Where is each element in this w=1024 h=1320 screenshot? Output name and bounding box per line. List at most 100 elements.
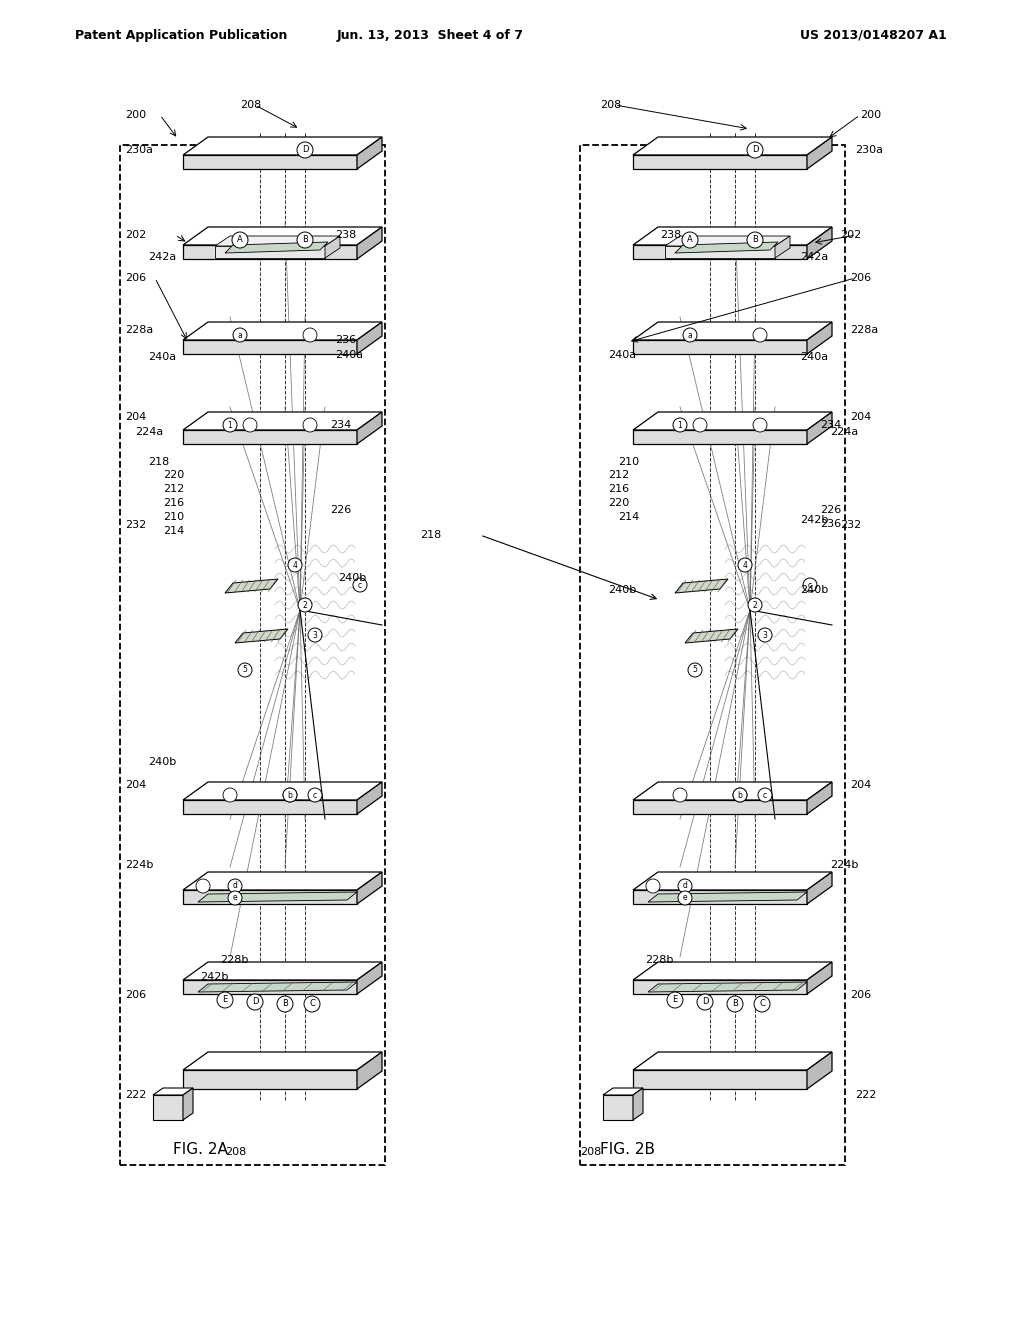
Circle shape <box>283 788 297 803</box>
Text: b: b <box>288 791 293 800</box>
Circle shape <box>247 994 263 1010</box>
Text: 208: 208 <box>240 100 261 110</box>
Text: 5: 5 <box>243 665 248 675</box>
Polygon shape <box>648 982 807 993</box>
Text: 224a: 224a <box>135 426 163 437</box>
Polygon shape <box>198 892 357 902</box>
Polygon shape <box>183 341 357 354</box>
Text: 208: 208 <box>225 1147 246 1158</box>
Circle shape <box>667 993 683 1008</box>
Text: c: c <box>763 791 767 800</box>
Polygon shape <box>675 242 778 253</box>
Polygon shape <box>183 962 382 979</box>
Polygon shape <box>633 412 831 430</box>
Text: 240a: 240a <box>148 352 176 362</box>
Text: D: D <box>752 145 758 154</box>
Polygon shape <box>633 890 807 904</box>
Polygon shape <box>807 873 831 904</box>
Text: e: e <box>232 894 238 903</box>
Text: E: E <box>673 995 678 1005</box>
Text: 2: 2 <box>753 601 758 610</box>
Circle shape <box>304 997 319 1012</box>
Circle shape <box>697 994 713 1010</box>
Text: d: d <box>232 882 238 891</box>
Text: 232: 232 <box>840 520 861 531</box>
Text: B: B <box>302 235 308 244</box>
Text: 206: 206 <box>125 990 146 1001</box>
Circle shape <box>646 879 660 894</box>
Polygon shape <box>357 1052 382 1089</box>
Polygon shape <box>183 322 382 341</box>
Polygon shape <box>183 1088 193 1119</box>
Text: Patent Application Publication: Patent Application Publication <box>75 29 288 41</box>
Text: 228b: 228b <box>220 954 249 965</box>
Text: 220: 220 <box>163 470 184 480</box>
Text: 226: 226 <box>820 506 842 515</box>
Polygon shape <box>807 137 831 169</box>
Text: 206: 206 <box>125 273 146 282</box>
Polygon shape <box>675 579 728 593</box>
Text: 3: 3 <box>312 631 317 639</box>
Polygon shape <box>183 154 357 169</box>
Circle shape <box>228 891 242 906</box>
Circle shape <box>673 788 687 803</box>
Polygon shape <box>215 246 325 257</box>
Circle shape <box>233 327 247 342</box>
Text: A: A <box>238 235 243 244</box>
Text: 204: 204 <box>125 412 146 422</box>
Text: 216: 216 <box>163 498 184 508</box>
Text: 240a: 240a <box>608 350 636 360</box>
Text: US 2013/0148207 A1: US 2013/0148207 A1 <box>800 29 947 41</box>
Text: 214: 214 <box>618 512 639 521</box>
Text: 238: 238 <box>660 230 681 240</box>
Polygon shape <box>633 873 831 890</box>
Circle shape <box>353 578 367 591</box>
Text: 224a: 224a <box>830 426 858 437</box>
Circle shape <box>238 663 252 677</box>
Polygon shape <box>633 781 831 800</box>
Text: 1: 1 <box>678 421 682 429</box>
Circle shape <box>754 997 770 1012</box>
Polygon shape <box>183 412 382 430</box>
Polygon shape <box>633 1088 643 1119</box>
Text: 5: 5 <box>692 665 697 675</box>
Polygon shape <box>633 137 831 154</box>
Text: c: c <box>358 581 362 590</box>
Text: 4: 4 <box>293 561 297 569</box>
Polygon shape <box>807 322 831 354</box>
Text: b: b <box>737 791 742 800</box>
Text: C: C <box>759 999 765 1008</box>
Text: 206: 206 <box>850 990 871 1001</box>
Circle shape <box>228 879 242 894</box>
Text: d: d <box>683 882 687 891</box>
Circle shape <box>748 598 762 612</box>
Polygon shape <box>234 630 288 643</box>
Polygon shape <box>183 227 382 246</box>
Text: 242a: 242a <box>148 252 176 261</box>
Text: 234: 234 <box>820 420 842 430</box>
Polygon shape <box>357 781 382 814</box>
Text: 232: 232 <box>125 520 146 531</box>
Circle shape <box>678 891 692 906</box>
Text: 214: 214 <box>163 525 184 536</box>
Polygon shape <box>357 227 382 259</box>
Polygon shape <box>183 979 357 994</box>
Text: 220: 220 <box>608 498 630 508</box>
Circle shape <box>223 418 237 432</box>
Text: 3: 3 <box>763 631 767 639</box>
Circle shape <box>283 788 297 803</box>
Text: FIG. 2B: FIG. 2B <box>599 1143 654 1158</box>
Circle shape <box>746 143 763 158</box>
Polygon shape <box>198 982 357 993</box>
Polygon shape <box>633 322 831 341</box>
Circle shape <box>753 418 767 432</box>
Bar <box>580 145 845 1166</box>
Circle shape <box>682 232 698 248</box>
Polygon shape <box>665 236 790 246</box>
Text: 1: 1 <box>227 421 232 429</box>
Circle shape <box>288 558 302 572</box>
Polygon shape <box>633 246 807 259</box>
Circle shape <box>727 997 743 1012</box>
Circle shape <box>278 997 293 1012</box>
Polygon shape <box>633 154 807 169</box>
